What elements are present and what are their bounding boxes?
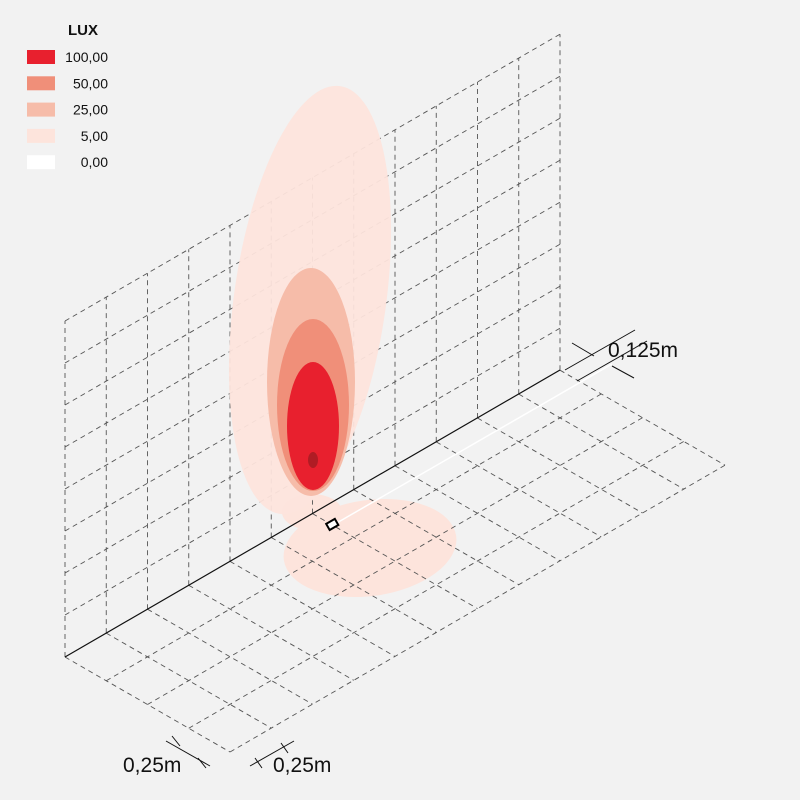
beam-line	[334, 363, 613, 525]
wall-100-zone	[287, 362, 339, 490]
grid-line	[64, 656, 231, 753]
dim-tick	[254, 757, 263, 769]
dim-tick	[280, 742, 289, 754]
wall-light	[228, 85, 392, 515]
legend-label: 0,00	[81, 154, 108, 170]
dimension-depth: 0,25m	[249, 740, 331, 777]
dimension-label: 0,125m	[608, 339, 678, 362]
legend-label: 50,00	[73, 75, 108, 91]
grid-line	[477, 417, 643, 514]
legend: LUX 100,00 50,00 25,00 5,00 0,00	[27, 22, 108, 170]
dim-line	[571, 342, 595, 357]
light-source	[324, 517, 340, 532]
grid-line	[353, 489, 519, 586]
dim-line	[611, 365, 635, 379]
grid-line	[188, 584, 354, 681]
legend-label: 5,00	[81, 128, 108, 144]
grid-line	[106, 632, 272, 729]
dimension-label: 0,25m	[273, 754, 331, 777]
dimension-width: 0,25m	[123, 735, 211, 777]
legend-swatch	[27, 155, 55, 170]
grid-line	[394, 465, 561, 562]
grid-line	[229, 561, 396, 657]
grid-line	[312, 513, 478, 609]
legend-swatch	[27, 128, 55, 143]
grid-line	[559, 369, 726, 466]
legend-swatch	[27, 76, 55, 91]
dim-tick	[197, 757, 207, 769]
base-line	[64, 369, 561, 658]
legend-swatch	[27, 102, 55, 117]
dim-ext	[564, 329, 636, 371]
dim-line	[165, 740, 211, 767]
grid-line	[518, 393, 684, 490]
dimension-label: 0,25m	[123, 754, 181, 777]
grid-line	[147, 608, 313, 705]
legend-label: 100,00	[65, 49, 108, 65]
dimension-height: 0,125m	[564, 329, 678, 382]
dim-tick	[171, 735, 181, 747]
legend-swatch	[27, 50, 55, 64]
grid-line	[271, 537, 437, 633]
hotspot	[308, 452, 318, 468]
legend-title: LUX	[68, 22, 98, 39]
legend-label: 25,00	[73, 102, 108, 118]
dim-ext	[576, 340, 648, 382]
grid-line	[436, 441, 602, 538]
grid	[64, 33, 726, 753]
